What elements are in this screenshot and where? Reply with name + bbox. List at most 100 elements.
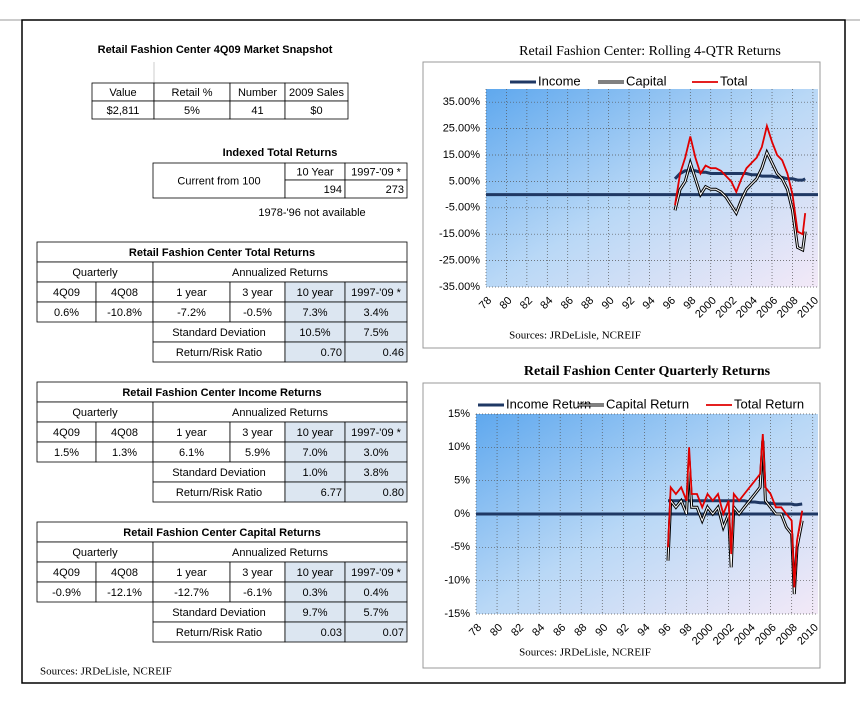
snapshot-title: Retail Fashion Center 4Q09 Market Snapsh… — [98, 44, 333, 56]
cell-text: 0.03 — [321, 627, 342, 639]
cell-text: Current from 100 — [177, 175, 260, 187]
cell-text: $2,811 — [107, 105, 140, 117]
chart-source: Sources: JRDeLisle, NCREIF — [509, 330, 641, 342]
cell-text: 194 — [324, 184, 342, 196]
series-line — [673, 169, 806, 182]
cell-text: 1.5% — [54, 447, 79, 459]
cell-text: 0.07 — [383, 627, 404, 639]
chart-title: Retail Fashion Center: Rolling 4-QTR Ret… — [519, 44, 781, 59]
cell-text: 7.3% — [302, 307, 327, 319]
cell-text: -7.2% — [177, 307, 206, 319]
cell-text: 6.77 — [321, 487, 342, 499]
cell-text: 0.4% — [363, 587, 388, 599]
cell-text: Annualized Returns — [232, 267, 329, 279]
cell-text: -0.5% — [243, 307, 272, 319]
cell-text: 0.6% — [54, 307, 79, 319]
cell-text: Annualized Returns — [232, 407, 329, 419]
y-tick-label: 0% — [454, 508, 470, 520]
legend-label: Income Return — [506, 396, 591, 411]
table-cell — [344, 179, 408, 199]
y-tick-label: -15% — [444, 608, 470, 620]
cell-text: 3.0% — [363, 447, 388, 459]
cell-text: 3.4% — [363, 307, 388, 319]
cell-text: Quarterly — [72, 547, 118, 559]
cell-text: 4Q09 — [53, 287, 80, 299]
table-cell — [152, 162, 286, 199]
cell-text: 41 — [251, 105, 263, 117]
frame — [21, 19, 846, 684]
cell-text: 0.46 — [383, 347, 404, 359]
cell-text: 4Q08 — [111, 287, 138, 299]
cell-text: Standard Deviation — [172, 327, 266, 339]
legend-label: Total — [720, 73, 748, 88]
cell-text: Standard Deviation — [172, 467, 266, 479]
series-line — [674, 122, 807, 236]
cell-text: 7.5% — [363, 327, 388, 339]
cell-text: Standard Deviation — [172, 607, 266, 619]
cell-text: 4Q08 — [111, 427, 138, 439]
cell-text: 10 Year — [296, 166, 334, 178]
cell-text: 1 year — [176, 287, 207, 299]
cell-text: 1997-'09 * — [351, 287, 402, 299]
cell-text: 0.3% — [302, 587, 327, 599]
table-cell — [284, 100, 349, 120]
y-tick-label: 5.00% — [449, 175, 480, 187]
y-tick-label: 35.00% — [443, 96, 481, 108]
cell-text: 4Q09 — [53, 427, 80, 439]
series-line — [667, 433, 804, 588]
indexed-title: Indexed Total Returns — [223, 147, 338, 159]
cell-text: Retail Fashion Center Capital Returns — [123, 527, 320, 539]
cell-text: 6.1% — [179, 447, 204, 459]
table-cell — [344, 621, 408, 643]
cell-text: -10.8% — [107, 307, 142, 319]
cell-text: 1997-'09 * — [351, 567, 402, 579]
cell-text: 1 year — [176, 567, 207, 579]
cell-text: Quarterly — [72, 407, 118, 419]
cell-text: 10 year — [297, 427, 334, 439]
cell-text: 1.0% — [302, 467, 327, 479]
cell-text: 1997-'09 * — [351, 427, 402, 439]
legend-label: Income — [538, 73, 581, 88]
cell-text: Retail % — [172, 87, 213, 99]
cell-text: Annualized Returns — [232, 547, 329, 559]
cell-text: 3 year — [242, 287, 273, 299]
cell-text: 1.3% — [112, 447, 137, 459]
footer: Sources: JRDeLisle, NCREIF — [40, 666, 172, 678]
cell-text: 5% — [184, 105, 200, 117]
plot-area — [486, 89, 818, 287]
cell-text: 0.70 — [321, 347, 342, 359]
cell-text: -6.1% — [243, 587, 272, 599]
chart-title: Retail Fashion Center Quarterly Returns — [524, 364, 771, 379]
chart-source: Sources: JRDeLisle, NCREIF — [519, 647, 651, 659]
cell-text: 0.80 — [383, 487, 404, 499]
cell-text: 10 year — [297, 567, 334, 579]
cell-text: 5.9% — [245, 447, 270, 459]
cell-text: 1997-'09 * — [351, 166, 402, 178]
cell-text: 3 year — [242, 427, 273, 439]
cell-text: Return/Risk Ratio — [176, 487, 262, 499]
cell-text: Value — [109, 87, 136, 99]
cell-text: Quarterly — [72, 267, 118, 279]
indexed-note: 1978-'96 not available — [258, 207, 365, 219]
legend-label: Capital — [626, 73, 667, 88]
legend-label: Total Return — [734, 396, 804, 411]
y-tick-label: -15.00% — [439, 228, 480, 240]
cell-text: -12.1% — [107, 587, 142, 599]
cell-text: -12.7% — [174, 587, 209, 599]
y-tick-label: -10% — [444, 575, 470, 587]
cell-text: 1 year — [176, 427, 207, 439]
cell-text: Retail Fashion Center Total Returns — [129, 247, 315, 259]
cell-text: 4Q09 — [53, 567, 80, 579]
legend-label: Capital Return — [606, 396, 689, 411]
cell-text: 2009 Sales — [289, 87, 345, 99]
cell-text: 273 — [386, 184, 404, 196]
cell-text: $0 — [310, 105, 322, 117]
table-cell — [344, 341, 408, 363]
cell-text: 5.7% — [363, 607, 388, 619]
series-line-inner — [674, 151, 806, 251]
y-tick-label: 25.00% — [443, 123, 481, 135]
y-tick-label: 10% — [448, 441, 470, 453]
cell-text: 3.8% — [363, 467, 388, 479]
y-tick-label: 5% — [454, 475, 470, 487]
